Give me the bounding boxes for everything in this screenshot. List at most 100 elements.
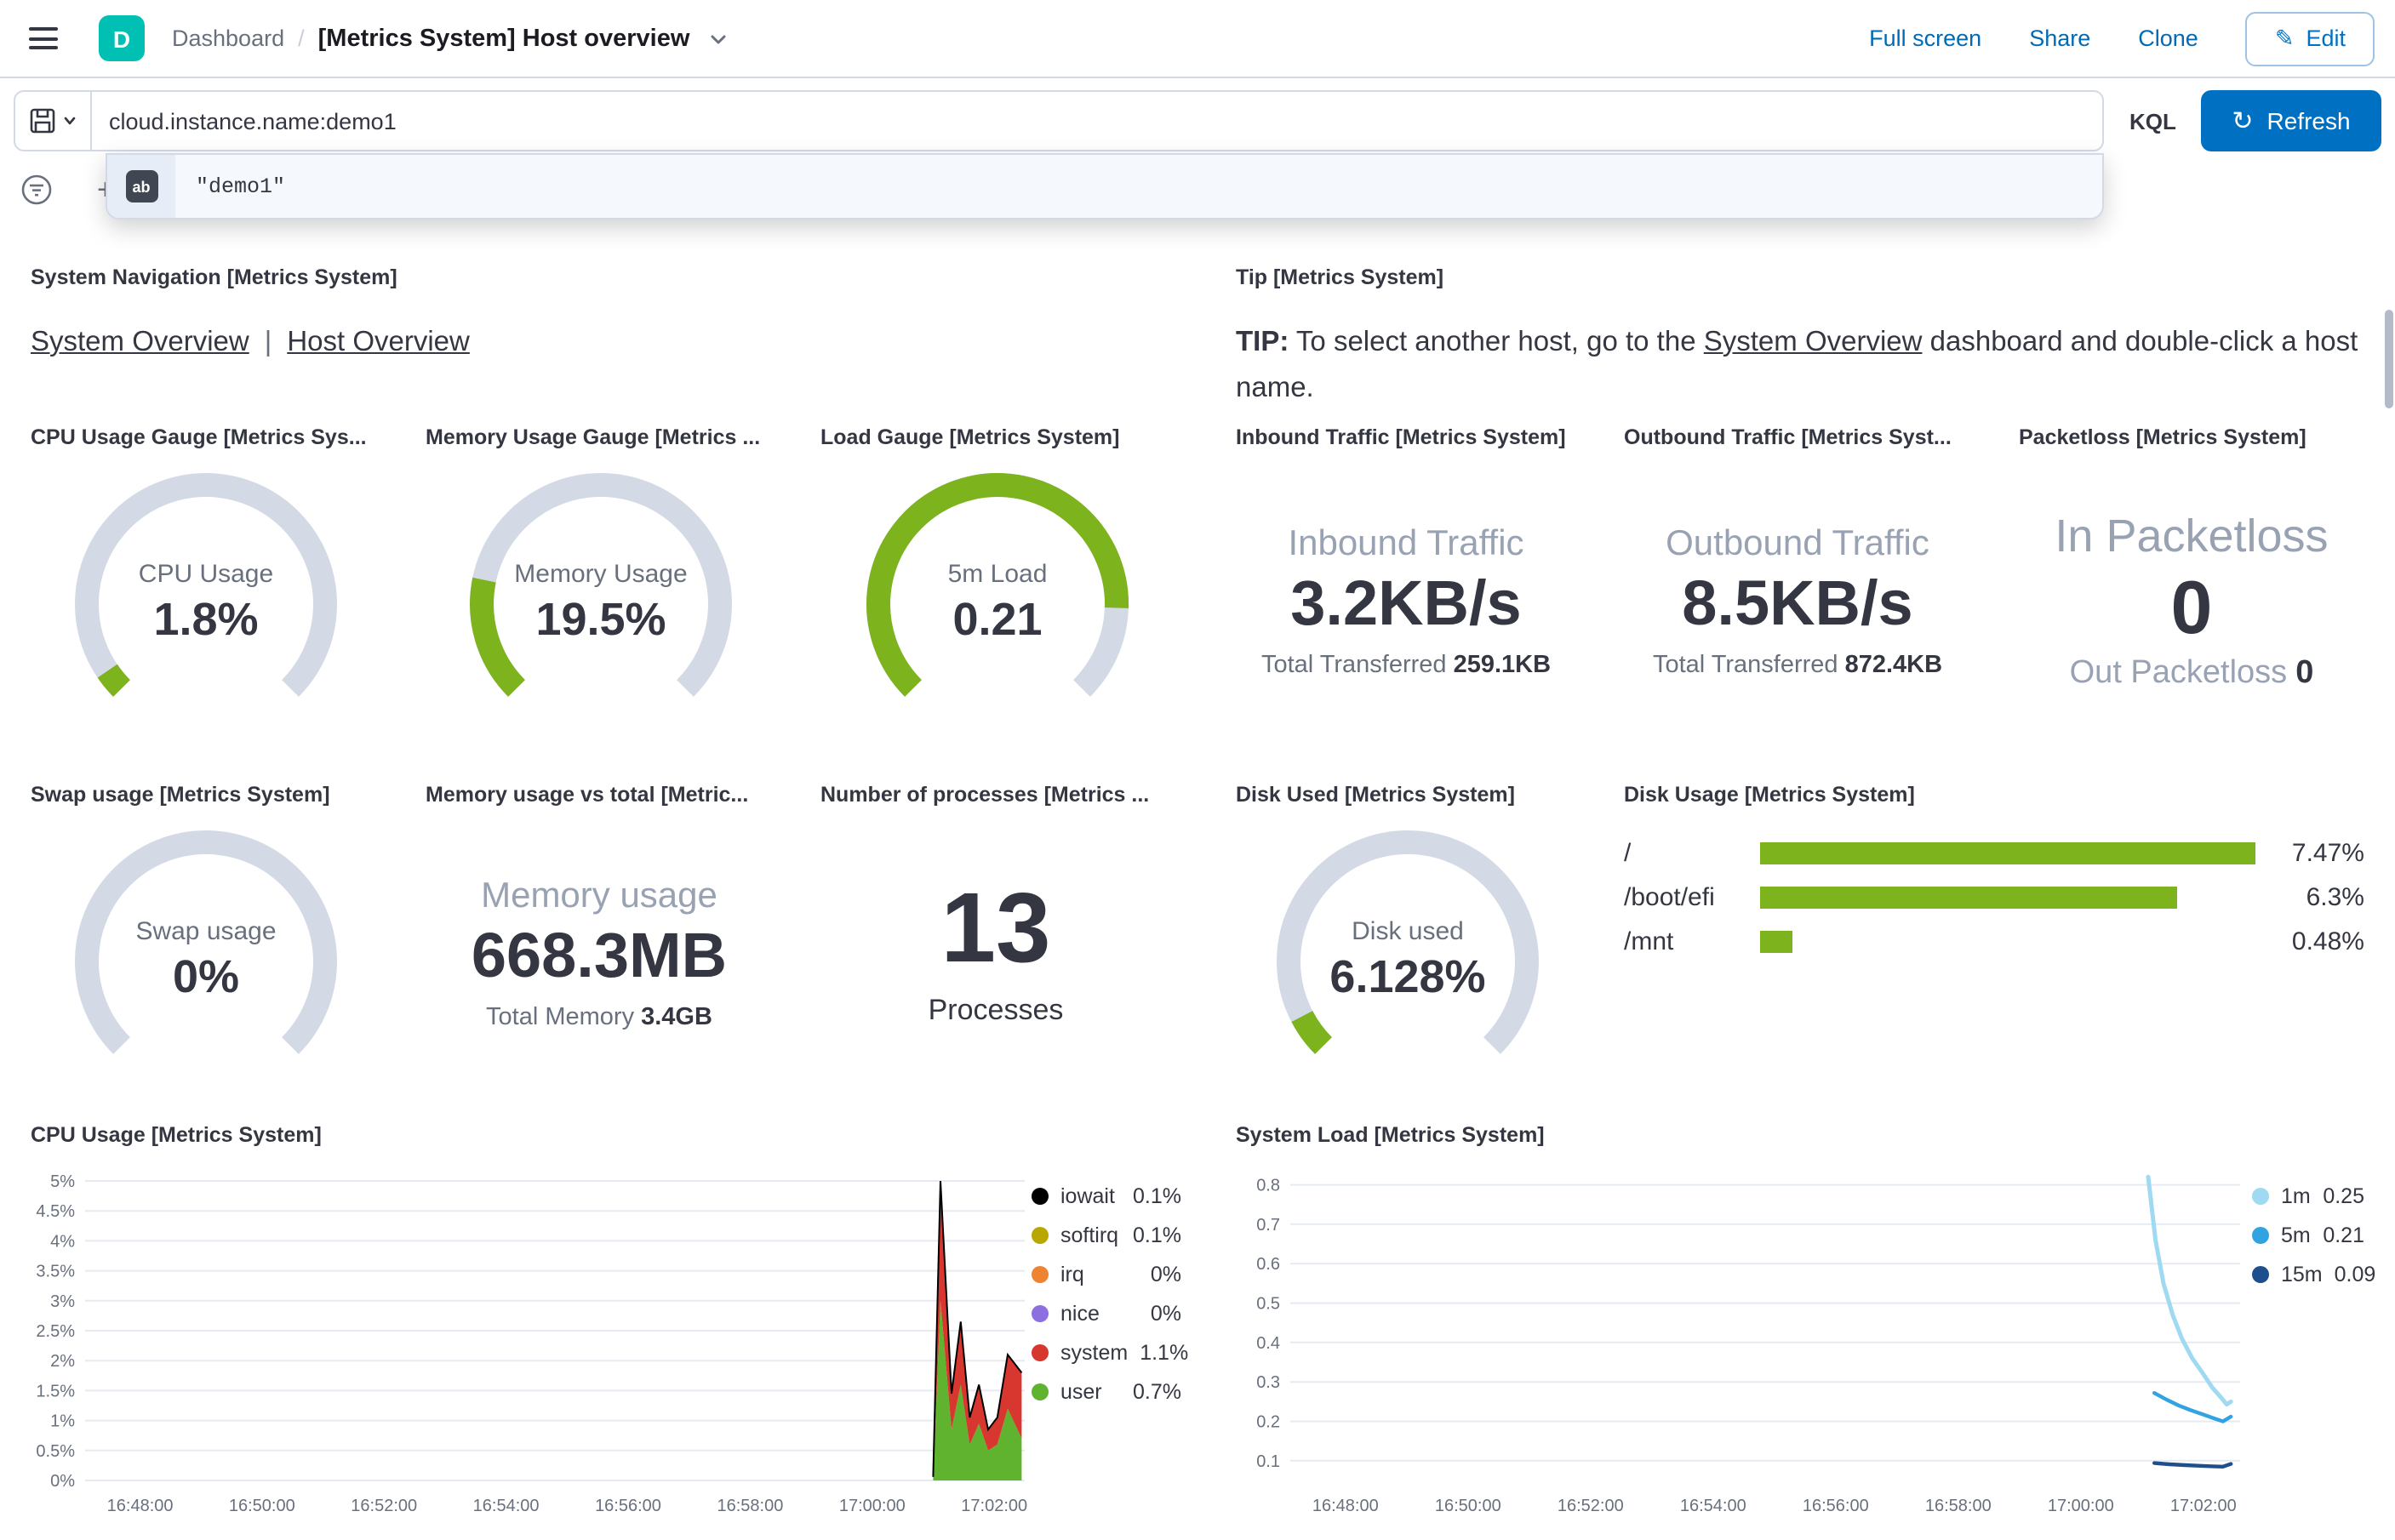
breadcrumb-dashboard[interactable]: Dashboard xyxy=(172,26,285,51)
disk-usage-bar[interactable] xyxy=(1760,930,1792,952)
system-overview-link[interactable]: System Overview xyxy=(31,327,249,357)
legend-item-nice[interactable]: nice 0% xyxy=(1032,1302,1181,1326)
svg-text:0.3: 0.3 xyxy=(1256,1373,1280,1392)
legend-item-5m[interactable]: 5m 0.21 xyxy=(2252,1223,2364,1247)
disk-usage-mount-label: / xyxy=(1624,838,1632,867)
legend-value: 0.1% xyxy=(1133,1184,1181,1208)
panel-cpu-usage-chart: CPU Usage [Metrics System] 5% 4.5% 4% 3.5% 3… xyxy=(14,1109,1188,1535)
full-screen-link[interactable]: Full screen xyxy=(1869,26,1982,51)
gauge-value: 19.5% xyxy=(535,593,666,644)
legend-item-iowait[interactable]: iowait 0.1% xyxy=(1032,1184,1181,1208)
tip-system-overview-link[interactable]: System Overview xyxy=(1703,327,1923,357)
disk-usage-value: 6.3% xyxy=(2306,882,2364,911)
cpu-usage-area-chart[interactable]: 5% 4.5% 4% 3.5% 3% 2.5% 2% 1.5% 1% 0.5% 0% 16:48:00… xyxy=(17,1161,1038,1521)
svg-text:2.5%: 2.5% xyxy=(36,1322,75,1341)
panel-outbound-traffic: Outbound Traffic [Metrics Syst... Outbou… xyxy=(1607,412,1988,756)
system-navigation-links: System Overview | Host Overview xyxy=(31,327,1175,359)
panel-title[interactable]: Number of processes [Metrics ... xyxy=(820,783,1150,807)
legend-value: 0% xyxy=(1150,1263,1181,1286)
kql-language-toggle[interactable]: KQL xyxy=(2129,108,2176,134)
chevron-down-icon[interactable] xyxy=(706,26,730,50)
clone-link[interactable]: Clone xyxy=(2138,26,2198,51)
disk-usage-bar[interactable] xyxy=(1760,841,2255,864)
gauge-label: Disk used xyxy=(1352,916,1464,945)
legend-dot xyxy=(1032,1266,1049,1283)
filter-icon[interactable] xyxy=(20,173,53,205)
disk-usage-mount-label: /boot/efi xyxy=(1624,882,1715,911)
legend-value: 0% xyxy=(1150,1302,1181,1326)
panel-title[interactable]: Outbound Traffic [Metrics Syst... xyxy=(1624,425,1952,449)
svg-text:16:58:00: 16:58:00 xyxy=(717,1497,783,1515)
system-load-line-chart[interactable]: 0.8 0.7 0.6 0.5 0.4 0.3 0.2 0.1 16:48:00 16:50:00… xyxy=(1232,1161,2254,1521)
legend-dot xyxy=(1032,1344,1049,1361)
panel-title[interactable]: CPU Usage [Metrics System] xyxy=(31,1123,322,1147)
tip-text: TIP: To select another host, go to the S… xyxy=(1236,320,2368,411)
panel-title[interactable]: CPU Usage Gauge [Metrics Sys... xyxy=(31,425,367,449)
suggestion-text: "demo1" xyxy=(196,174,286,198)
legend-item-1m[interactable]: 1m 0.25 xyxy=(2252,1184,2364,1208)
legend-dot xyxy=(2252,1227,2269,1244)
disk-usage-bar[interactable] xyxy=(1760,886,2178,908)
disk-usage-bar-track xyxy=(1760,930,2255,952)
panel-title[interactable]: Load Gauge [Metrics System] xyxy=(820,425,1120,449)
panel-load-gauge: Load Gauge [Metrics System] 5m Load 0.21 xyxy=(803,412,1188,756)
panel-disk-usage: Disk Usage [Metrics System] / 7.47% /boot/… xyxy=(1607,769,2381,1103)
panel-title[interactable]: Memory usage vs total [Metric... xyxy=(426,783,749,807)
edit-button[interactable]: ✎ Edit xyxy=(2245,11,2375,66)
svg-text:16:56:00: 16:56:00 xyxy=(595,1497,661,1515)
panel-title[interactable]: Inbound Traffic [Metrics System] xyxy=(1236,425,1566,449)
legend-value: 0.1% xyxy=(1133,1223,1181,1247)
saved-query-menu-button[interactable] xyxy=(14,90,92,151)
tip-text-before: To select another host, go to the xyxy=(1289,327,1704,357)
panel-title[interactable]: System Navigation [Metrics System] xyxy=(31,265,397,289)
inbound-traffic-metric: Inbound Traffic 3.2KB/s Total Transferre… xyxy=(1219,459,1593,742)
in-packetloss-label: In Packetloss xyxy=(2055,510,2329,561)
metric-value: 3.2KB/s xyxy=(1290,568,1522,637)
disk-usage-bar-track xyxy=(1760,841,2255,864)
metric-value: 8.5KB/s xyxy=(1682,568,1913,637)
refresh-button-label: Refresh xyxy=(2266,107,2351,134)
gauge-label: CPU Usage xyxy=(138,559,274,588)
suggestion-item[interactable]: ab "demo1" xyxy=(107,155,2102,218)
legend-dot xyxy=(2252,1188,2269,1205)
menu-icon[interactable] xyxy=(0,0,85,77)
gauge-arc xyxy=(75,830,337,1054)
legend-value: 0.25 xyxy=(2323,1184,2364,1208)
panel-memory-usage-vs-total: Memory usage vs total [Metric... Memory … xyxy=(409,769,790,1103)
panel-title[interactable]: Disk Usage [Metrics System] xyxy=(1624,783,1915,807)
svg-text:1.5%: 1.5% xyxy=(36,1382,75,1400)
svg-text:0.2: 0.2 xyxy=(1256,1413,1280,1432)
scrollbar-thumb[interactable] xyxy=(2385,310,2393,408)
panel-title[interactable]: Memory Usage Gauge [Metrics ... xyxy=(426,425,761,449)
legend-item-system[interactable]: system 1.1% xyxy=(1032,1341,1188,1365)
gauge-arc xyxy=(470,473,732,697)
panel-title[interactable]: Disk Used [Metrics System] xyxy=(1236,783,1515,807)
panel-disk-used-gauge: Disk Used [Metrics System] Disk used 6.12… xyxy=(1219,769,1593,1103)
svg-text:17:00:00: 17:00:00 xyxy=(839,1497,906,1515)
chevron-down-icon xyxy=(63,117,75,125)
gauge-value: 0.21 xyxy=(952,593,1043,644)
metric-sub-label: Total Transferred xyxy=(1260,651,1447,678)
panel-title[interactable]: System Load [Metrics System] xyxy=(1236,1123,1545,1147)
gauge-label: 5m Load xyxy=(947,559,1048,588)
edit-button-label: Edit xyxy=(2306,26,2346,51)
gauge-arc xyxy=(866,473,1129,697)
panel-title[interactable]: Swap usage [Metrics System] xyxy=(31,783,330,807)
space-avatar[interactable]: D xyxy=(99,15,145,61)
legend-dot xyxy=(1032,1188,1049,1205)
legend-item-softirq[interactable]: softirq 0.1% xyxy=(1032,1223,1181,1247)
panel-inbound-traffic: Inbound Traffic [Metrics System] Inbound… xyxy=(1219,412,1593,756)
query-input[interactable] xyxy=(92,90,2104,151)
panel-title[interactable]: Tip [Metrics System] xyxy=(1236,265,1444,289)
refresh-button[interactable]: ↻ Refresh xyxy=(2201,90,2381,151)
legend-item-15m[interactable]: 15m 0.09 xyxy=(2252,1263,2375,1286)
legend-name: nice xyxy=(1060,1302,1100,1326)
legend-item-irq[interactable]: irq 0% xyxy=(1032,1263,1181,1286)
breadcrumb-current-title[interactable]: [Metrics System] Host overview xyxy=(317,25,690,52)
host-overview-link[interactable]: Host Overview xyxy=(287,327,470,357)
share-link[interactable]: Share xyxy=(2029,26,2091,51)
panel-packetloss: Packetloss [Metrics System] In Packetlos… xyxy=(2002,412,2381,756)
legend-item-user[interactable]: user 0.7% xyxy=(1032,1380,1181,1404)
panel-title[interactable]: Packetloss [Metrics System] xyxy=(2019,425,2306,449)
cpu-chart-legend: iowait 0.1% softirq 0.1% irq 0% nice 0% system 1.… xyxy=(1032,1184,1188,1404)
